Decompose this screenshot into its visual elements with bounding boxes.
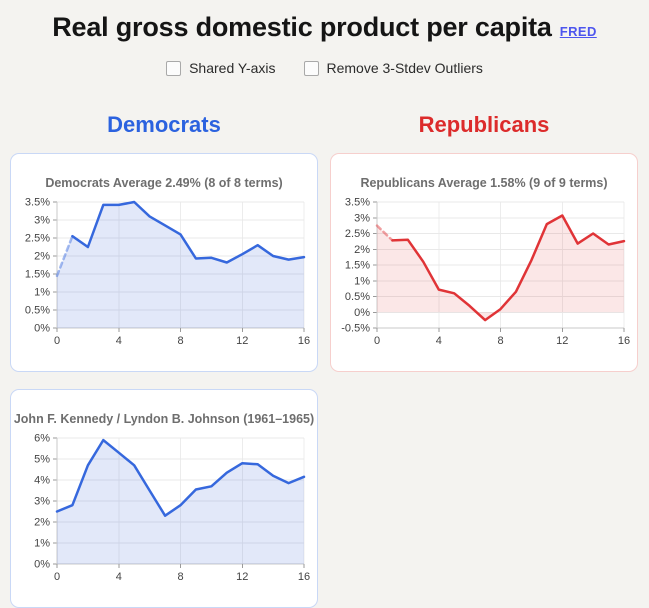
svg-text:4: 4 [116,335,122,347]
kennedy-johnson-chart[interactable]: 6% 5% 4% 3% 2% 1% 0% 0 4 8 12 16 [11,434,317,584]
shared-y-axis-label: Shared Y-axis [189,60,276,76]
svg-text:0.5%: 0.5% [25,305,50,317]
svg-text:6%: 6% [34,434,50,445]
page-header: Real gross domestic product per capita F… [0,0,649,43]
controls-row: Shared Y-axis Remove 3-Stdev Outliers [0,60,649,76]
kennedy-johnson-chart-card: John F. Kennedy / Lyndon B. Johnson (196… [10,389,318,608]
svg-text:1%: 1% [34,287,50,299]
svg-text:2.5%: 2.5% [345,228,370,240]
svg-text:-0.5%: -0.5% [341,323,370,335]
charts-grid: Democrats Republicans Democrats Average … [10,113,649,608]
svg-text:2%: 2% [354,244,370,256]
svg-text:8: 8 [177,571,183,583]
svg-text:3%: 3% [34,215,50,227]
kennedy-johnson-chart-title: John F. Kennedy / Lyndon B. Johnson (196… [13,412,315,426]
svg-text:2.5%: 2.5% [25,233,50,245]
democrats-average-chart-title: Democrats Average 2.49% (8 of 8 terms) [45,176,283,190]
svg-text:1.5%: 1.5% [25,269,50,281]
svg-text:0%: 0% [34,559,50,571]
svg-text:3.5%: 3.5% [345,198,370,209]
svg-text:2%: 2% [34,251,50,263]
shared-y-axis-checkbox[interactable] [166,60,182,76]
republicans-average-chart-card: Republicans Average 1.58% (9 of 9 terms)… [330,153,638,372]
shared-y-axis-control[interactable]: Shared Y-axis [166,60,276,76]
svg-text:4%: 4% [34,475,50,487]
svg-text:3%: 3% [34,496,50,508]
svg-text:0: 0 [54,571,60,583]
svg-text:4: 4 [116,571,122,583]
svg-text:16: 16 [298,571,310,583]
republicans-heading: Republicans [418,112,550,137]
svg-text:8: 8 [497,335,503,347]
svg-text:5%: 5% [34,454,50,466]
svg-text:2%: 2% [34,517,50,529]
svg-text:12: 12 [556,335,568,347]
svg-text:4: 4 [436,335,442,347]
svg-text:12: 12 [236,571,248,583]
svg-text:16: 16 [618,335,630,347]
fred-link[interactable]: FRED [559,24,597,39]
svg-text:0%: 0% [354,307,370,319]
page-title: Real gross domestic product per capita [52,12,552,42]
republicans-average-chart[interactable]: 3.5% 3% 2.5% 2% 1.5% 1% 0.5% 0% -0.5% 0 4 8 12 16 [331,198,637,348]
svg-text:1%: 1% [34,538,50,550]
svg-text:3.5%: 3.5% [25,198,50,209]
democrats-average-chart-card: Democrats Average 2.49% (8 of 8 terms) 3… [10,153,318,372]
svg-text:1%: 1% [354,275,370,287]
svg-text:12: 12 [236,335,248,347]
remove-outliers-checkbox[interactable] [303,60,319,76]
democrats-heading: Democrats [107,112,221,137]
svg-text:3%: 3% [354,212,370,224]
svg-text:16: 16 [298,335,310,347]
republicans-average-chart-title: Republicans Average 1.58% (9 of 9 terms) [360,176,608,190]
empty-grid-cell [330,389,638,608]
democrats-average-chart[interactable]: 3.5% 3% 2.5% 2% 1.5% 1% 0.5% 0% 0 4 8 12 16 [11,198,317,348]
svg-text:1.5%: 1.5% [345,260,370,272]
svg-text:8: 8 [177,335,183,347]
svg-text:0%: 0% [34,323,50,335]
svg-text:0.5%: 0.5% [345,291,370,303]
remove-outliers-control[interactable]: Remove 3-Stdev Outliers [303,60,483,76]
svg-text:0: 0 [54,335,60,347]
remove-outliers-label: Remove 3-Stdev Outliers [326,60,483,76]
svg-text:0: 0 [374,335,380,347]
